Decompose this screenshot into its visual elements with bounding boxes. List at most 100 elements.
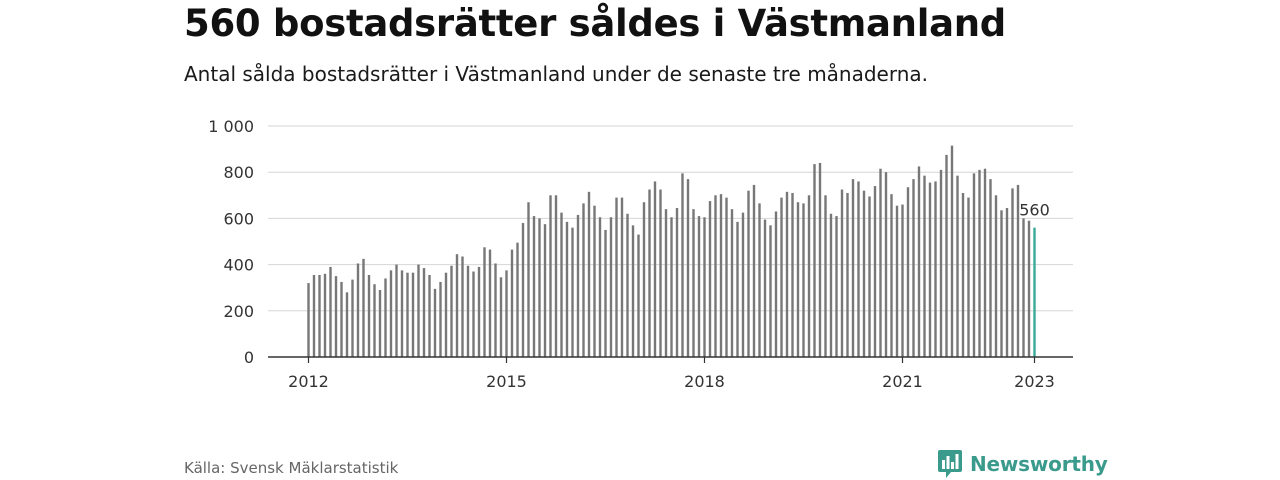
bar <box>994 195 998 357</box>
bar <box>466 265 470 357</box>
bar <box>752 184 756 357</box>
bar <box>582 203 585 357</box>
bar <box>758 203 761 357</box>
bar <box>411 272 415 357</box>
x-tick-label: 2015 <box>486 372 527 391</box>
bar <box>934 181 937 357</box>
bar <box>813 164 816 357</box>
bar <box>560 212 563 357</box>
bar <box>637 234 640 357</box>
chart-subtitle: Antal sålda bostadsrätter i Västmanland … <box>184 62 929 86</box>
bar <box>345 292 349 357</box>
bar <box>686 179 690 357</box>
bar <box>406 272 409 357</box>
bar <box>818 162 822 357</box>
bar <box>505 270 508 357</box>
bar <box>444 272 448 357</box>
y-tick-label: 1 000 <box>208 117 254 136</box>
bar <box>835 216 838 357</box>
bar <box>675 208 679 357</box>
bar <box>879 168 882 357</box>
bar <box>340 281 343 357</box>
bar <box>571 227 574 357</box>
bar <box>384 278 387 357</box>
bar <box>609 217 613 357</box>
bar <box>928 182 932 357</box>
bar <box>472 271 475 357</box>
bar <box>923 175 926 357</box>
y-tick-label: 200 <box>223 302 254 321</box>
bar <box>741 212 745 357</box>
bar <box>895 205 899 357</box>
bar <box>604 229 607 357</box>
bar <box>527 202 530 357</box>
bar <box>670 217 673 357</box>
y-tick-label: 400 <box>223 256 254 275</box>
bar <box>378 290 382 357</box>
bar <box>461 256 464 357</box>
bar <box>1000 210 1003 357</box>
bar <box>428 274 431 357</box>
bar <box>807 195 811 357</box>
bar <box>736 221 739 357</box>
bar <box>780 197 783 357</box>
bar <box>549 195 552 357</box>
bar <box>367 274 371 357</box>
bar <box>576 214 580 357</box>
bar <box>334 276 338 357</box>
x-tick-label: 2021 <box>882 372 923 391</box>
bar <box>1027 220 1031 357</box>
bar <box>719 194 723 357</box>
bar <box>829 213 833 357</box>
bar <box>906 187 910 357</box>
bar <box>362 258 365 357</box>
bar <box>708 201 712 357</box>
bar <box>796 202 800 357</box>
bar <box>802 203 805 357</box>
bar <box>593 205 596 357</box>
bar <box>373 284 376 357</box>
bar <box>945 154 948 357</box>
bar <box>868 196 871 357</box>
bar <box>488 249 492 357</box>
bar <box>653 181 657 357</box>
bar <box>917 166 921 357</box>
bar <box>510 249 514 357</box>
x-tick-label: 2012 <box>288 372 329 391</box>
bar <box>956 175 959 357</box>
bar <box>692 209 695 357</box>
bar <box>1005 208 1009 357</box>
x-tick-label: 2018 <box>684 372 725 391</box>
bar <box>450 265 453 357</box>
bar <box>791 192 794 357</box>
bar <box>840 189 844 357</box>
bar <box>615 197 618 357</box>
y-tick-label: 600 <box>223 209 254 228</box>
bar <box>659 189 662 357</box>
bar <box>395 264 398 357</box>
y-tick-label: 0 <box>244 348 254 367</box>
bar <box>477 266 481 357</box>
bar <box>439 281 442 357</box>
bar <box>494 263 497 357</box>
bar-chart-logo-icon <box>938 450 962 478</box>
bar <box>626 213 629 357</box>
bar <box>978 169 981 357</box>
bar <box>642 202 646 357</box>
bar <box>312 274 316 357</box>
bar <box>747 190 750 357</box>
bar <box>697 216 701 357</box>
bar <box>681 173 684 357</box>
bar <box>483 247 486 357</box>
bar <box>648 189 651 357</box>
bar <box>774 211 778 357</box>
bar <box>972 173 976 357</box>
bar <box>631 225 635 357</box>
bar <box>1022 218 1025 357</box>
bar <box>307 283 310 357</box>
bar <box>846 192 849 357</box>
bar <box>516 242 519 357</box>
bar <box>433 288 437 357</box>
bar <box>417 264 420 357</box>
